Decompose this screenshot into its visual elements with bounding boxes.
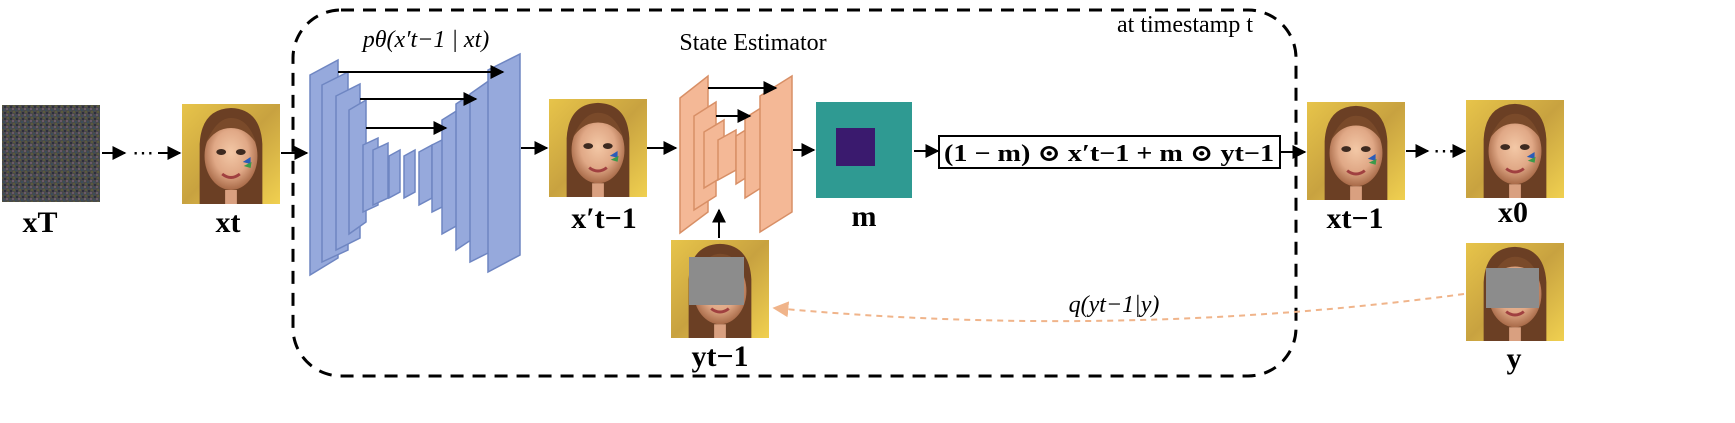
label-y-t-minus-1: yt−1 xyxy=(691,340,748,373)
unet-encoder-block-4 xyxy=(348,98,367,236)
unet-decoder-block-6 xyxy=(487,52,521,274)
image-y-t-minus-1 xyxy=(669,238,771,340)
image-x0 xyxy=(1464,98,1566,200)
ellipsis-left: ⋯ xyxy=(132,140,154,165)
denoiser-unet xyxy=(309,52,521,277)
timestamp-frame xyxy=(291,8,1298,378)
image-x-prime xyxy=(547,97,649,199)
unet-bottleneck-2 xyxy=(388,148,401,200)
image-y xyxy=(1464,241,1566,343)
image-x-t-minus-1 xyxy=(1305,100,1407,202)
label-x-t-minus-1: xt−1 xyxy=(1326,202,1383,235)
label-x-prime: x′t−1 xyxy=(571,202,637,235)
combine-formula-box xyxy=(938,135,1281,169)
frame-label: at timestamp t xyxy=(1117,12,1253,38)
label-y: y xyxy=(1507,342,1522,375)
label-xt: xt xyxy=(216,206,241,239)
estimator-block-7 xyxy=(759,74,793,234)
mask-image xyxy=(816,102,912,198)
combine-formula: (1 − m) ⊙ x′t−1 + m ⊙ yt−1 xyxy=(944,141,1274,167)
image-xt xyxy=(180,102,282,206)
sampling-label: q(yt−1|y) xyxy=(1069,292,1160,318)
unet-bottleneck-3 xyxy=(403,148,416,200)
label-x0: x0 xyxy=(1498,196,1528,229)
estimator-label: State Estimator xyxy=(679,30,826,56)
state-estimator xyxy=(679,74,793,235)
ellipsis-right: ⋯ xyxy=(1433,138,1455,163)
sampling-arrow xyxy=(772,293,1465,323)
unet-bottleneck-1 xyxy=(372,141,389,207)
unet-decoder-block-1 xyxy=(418,143,433,207)
unet-decoder-block-5 xyxy=(469,78,491,264)
label-m: m xyxy=(852,200,877,233)
noise-image-xT xyxy=(2,105,100,202)
denoiser-label: pθ(x′t−1 | xt) xyxy=(361,27,489,53)
label-xT: xT xyxy=(22,206,57,239)
